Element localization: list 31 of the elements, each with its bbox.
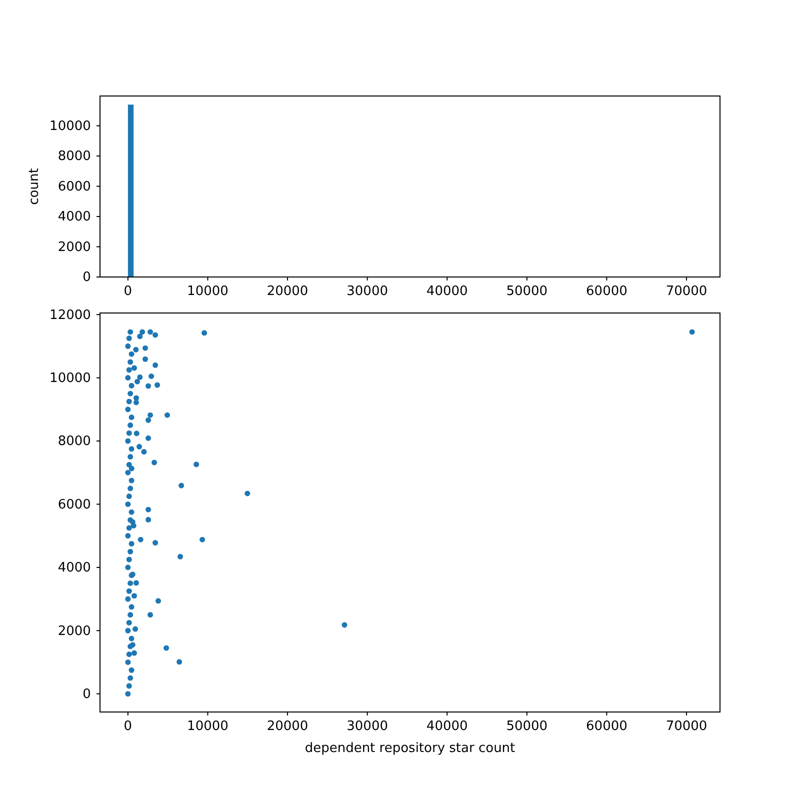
y-tick-label: 0 <box>82 270 91 286</box>
y-tick-label: 4000 <box>58 560 91 576</box>
x-tick-label: 60000 <box>586 284 628 300</box>
x-tick-label: 40000 <box>426 284 468 300</box>
y-tick-label: 10000 <box>50 118 91 134</box>
y-tick-label: 6000 <box>58 179 91 194</box>
x-tick-label: 50000 <box>506 719 548 734</box>
y-tick-label: 8000 <box>58 149 91 164</box>
x-tick-label: 70000 <box>666 719 708 734</box>
x-tick-label: 60000 <box>586 719 628 734</box>
x-tick-label: 30000 <box>346 719 388 734</box>
x-tick-label: 20000 <box>266 284 308 300</box>
y-tick-label: 12000 <box>50 308 91 323</box>
y-tick-label: 2000 <box>58 240 91 255</box>
x-tick-label: 50000 <box>506 284 548 300</box>
x-tick-label: 10000 <box>187 719 228 734</box>
x-tick-label: 0 <box>124 719 132 734</box>
y-tick-label: 6000 <box>58 497 91 512</box>
x-tick-label: 70000 <box>666 284 708 300</box>
x-tick-label: 10000 <box>187 284 228 300</box>
y-tick-label: 0 <box>82 686 91 702</box>
x-tick-label: 20000 <box>266 719 308 734</box>
y-axis-title: count <box>27 168 42 205</box>
y-tick-label: 8000 <box>58 434 91 450</box>
x-tick-label: 40000 <box>426 719 468 734</box>
y-tick-label: 10000 <box>50 370 91 386</box>
x-tick-label: 30000 <box>346 284 388 300</box>
y-tick-label: 2000 <box>58 624 91 639</box>
x-tick-label: 0 <box>124 284 132 300</box>
y-tick-label: 4000 <box>58 210 91 225</box>
x-axis-title: dependent repository star count <box>304 741 516 756</box>
